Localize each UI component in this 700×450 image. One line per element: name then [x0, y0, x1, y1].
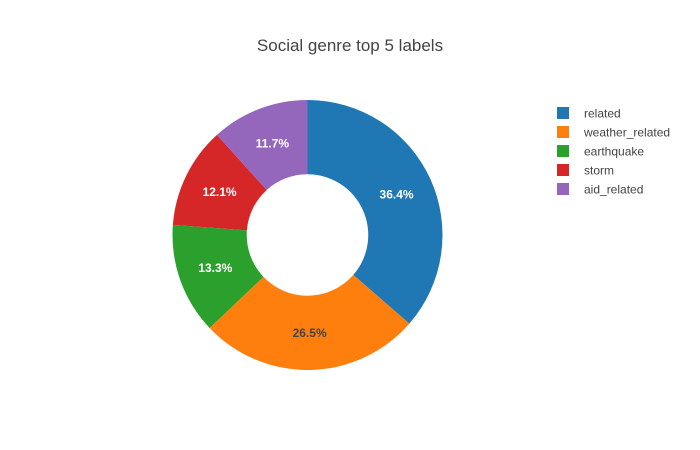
slice-percent-label: 36.4% [380, 187, 414, 201]
legend-swatch [557, 126, 569, 138]
legend-label: aid_related [584, 183, 643, 197]
donut-slice-related[interactable] [307, 100, 443, 324]
slice-percent-label: 13.3% [198, 261, 232, 275]
legend-item-weather-related[interactable]: weather_related [557, 126, 670, 140]
legend-swatch [557, 107, 569, 119]
donut-slices [172, 100, 443, 370]
legend-swatch [557, 183, 569, 195]
slice-percent-label: 11.7% [256, 137, 290, 151]
donut-slice-weather-related[interactable] [209, 274, 410, 370]
legend-label: earthquake [584, 145, 644, 159]
legend-label: storm [584, 164, 614, 178]
legend-item-earthquake[interactable]: earthquake [557, 145, 644, 159]
slice-percent-label: 26.5% [293, 326, 327, 340]
donut-slice-earthquake[interactable] [172, 224, 264, 329]
chart-title: Social genre top 5 labels [257, 36, 443, 55]
slice-percent-label: 12.1% [203, 185, 237, 199]
slice-labels: 36.4% 26.5% 13.3% 12.1% 11.7% [198, 137, 414, 340]
legend-swatch [557, 145, 569, 157]
legend-label: weather_related [583, 126, 670, 140]
legend-item-aid-related[interactable]: aid_related [557, 183, 643, 197]
donut-slice-storm[interactable] [172, 134, 267, 231]
legend-label: related [584, 107, 621, 121]
legend: related weather_related earthquake storm aid… [557, 107, 670, 197]
legend-item-storm[interactable]: storm [557, 164, 614, 178]
legend-swatch [557, 164, 569, 176]
legend-item-related[interactable]: related [557, 107, 621, 121]
donut-slice-aid-related[interactable] [216, 100, 308, 190]
